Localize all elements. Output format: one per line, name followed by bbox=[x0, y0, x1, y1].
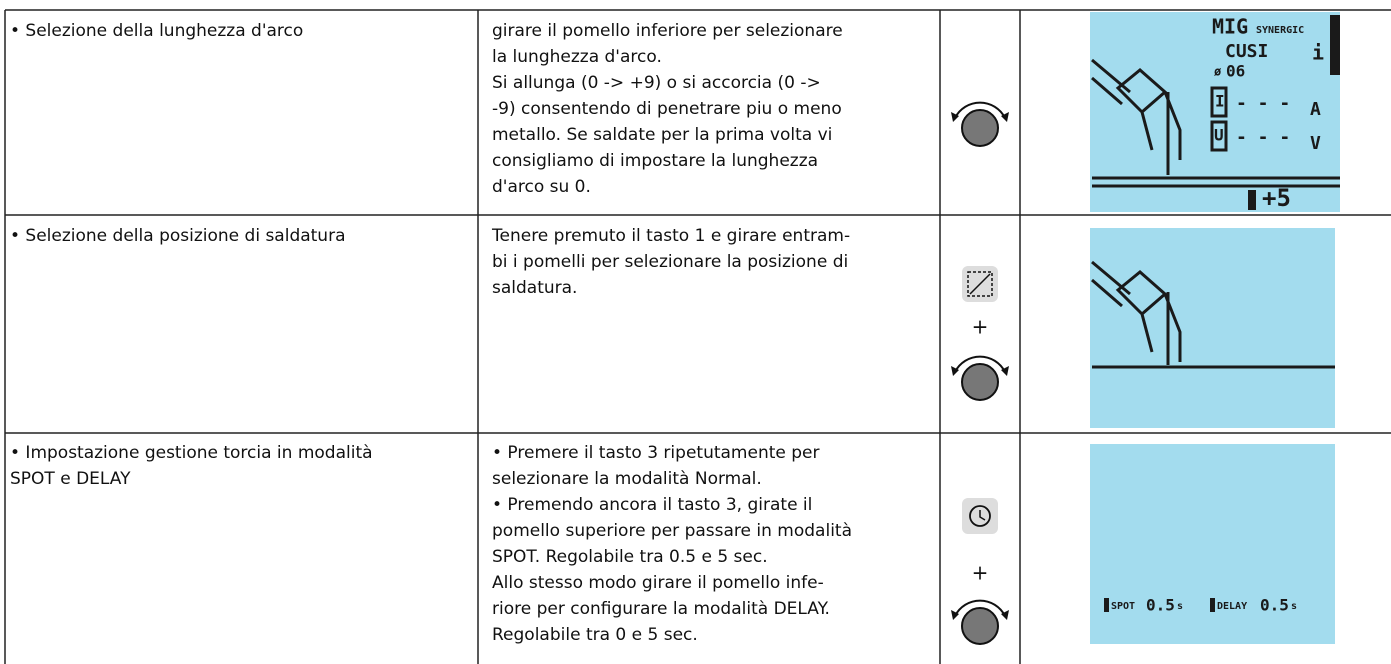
instruction-line: metallo. Se saldate per la prima volta v… bbox=[492, 125, 832, 145]
lcd-text: ø bbox=[1214, 65, 1222, 79]
lcd-display bbox=[1090, 444, 1335, 644]
lcd-text: DELAY bbox=[1217, 601, 1247, 612]
knob-icon bbox=[951, 101, 1009, 147]
feature-text: • Selezione della lunghezza d'arco bbox=[10, 21, 303, 41]
lcd-text: I bbox=[1215, 92, 1225, 111]
instruction-line: pomello superiore per passare in modalit… bbox=[492, 521, 852, 541]
knob-icon bbox=[951, 599, 1009, 645]
instruction-line: selezionare la modalità Normal. bbox=[492, 469, 762, 489]
instruction-line: riore per configurare la modalità DELAY. bbox=[492, 599, 830, 619]
lcd-text: SYNERGIC bbox=[1256, 25, 1304, 36]
knob-icon bbox=[951, 355, 1009, 401]
button-icon bbox=[962, 498, 998, 534]
instruction-line: Tenere premuto il tasto 1 e girare entra… bbox=[491, 226, 850, 246]
button-icon bbox=[962, 266, 998, 302]
lcd-display bbox=[1090, 12, 1340, 212]
instruction-line: bi i pomelli per selezionare la posizion… bbox=[492, 252, 848, 272]
instruction-line: d'arco su 0. bbox=[492, 177, 591, 197]
instruction-line: Regolabile tra 0 e 5 sec. bbox=[492, 625, 698, 645]
feature-text: • Impostazione gestione torcia in modali… bbox=[10, 443, 373, 463]
instruction-line: girare il pomello inferiore per selezion… bbox=[492, 21, 843, 41]
lcd-text: +5 bbox=[1262, 184, 1291, 212]
lcd-text: A bbox=[1310, 99, 1321, 120]
instruction-line: SPOT. Regolabile tra 0.5 e 5 sec. bbox=[492, 547, 768, 567]
lcd-text: 0.5 bbox=[1146, 596, 1175, 615]
instruction-line: -9) consentendo di penetrare piu o meno bbox=[492, 99, 842, 119]
lcd-text: i bbox=[1312, 41, 1324, 65]
instruction-line: la lunghezza d'arco. bbox=[492, 47, 662, 67]
lcd-display bbox=[1090, 228, 1335, 428]
lcd-text: 06 bbox=[1226, 62, 1245, 81]
lcd-text: CUSI bbox=[1225, 41, 1268, 62]
instruction-line: • Premendo ancora il tasto 3, girate il bbox=[492, 495, 812, 515]
lcd-text: U bbox=[1214, 126, 1224, 145]
instruction-line: Si allunga (0 -> +9) o si accorcia (0 -> bbox=[492, 73, 821, 93]
feature-text: • Selezione della posizione di saldatura bbox=[10, 226, 346, 246]
feature-text: SPOT e DELAY bbox=[10, 469, 131, 489]
lcd-text: V bbox=[1310, 133, 1321, 154]
lcd-text: SPOT bbox=[1111, 601, 1135, 612]
plus-sign: + bbox=[972, 561, 989, 585]
lcd-text: 0.5 bbox=[1260, 596, 1289, 615]
instruction-line: Allo stesso modo girare il pomello infe- bbox=[492, 573, 824, 593]
lcd-text: s bbox=[1291, 601, 1297, 612]
lcd-text: s bbox=[1177, 601, 1183, 612]
instruction-line: consigliamo di impostare la lunghezza bbox=[492, 151, 818, 171]
instruction-line: • Premere il tasto 3 ripetutamente per bbox=[492, 443, 819, 463]
instruction-line: saldatura. bbox=[492, 278, 577, 298]
table-grid bbox=[4, 9, 1391, 664]
lcd-text: MIG bbox=[1212, 15, 1248, 39]
lcd-text: - - - bbox=[1236, 127, 1290, 148]
plus-sign: + bbox=[972, 315, 989, 339]
lcd-text: - - - bbox=[1236, 93, 1290, 114]
